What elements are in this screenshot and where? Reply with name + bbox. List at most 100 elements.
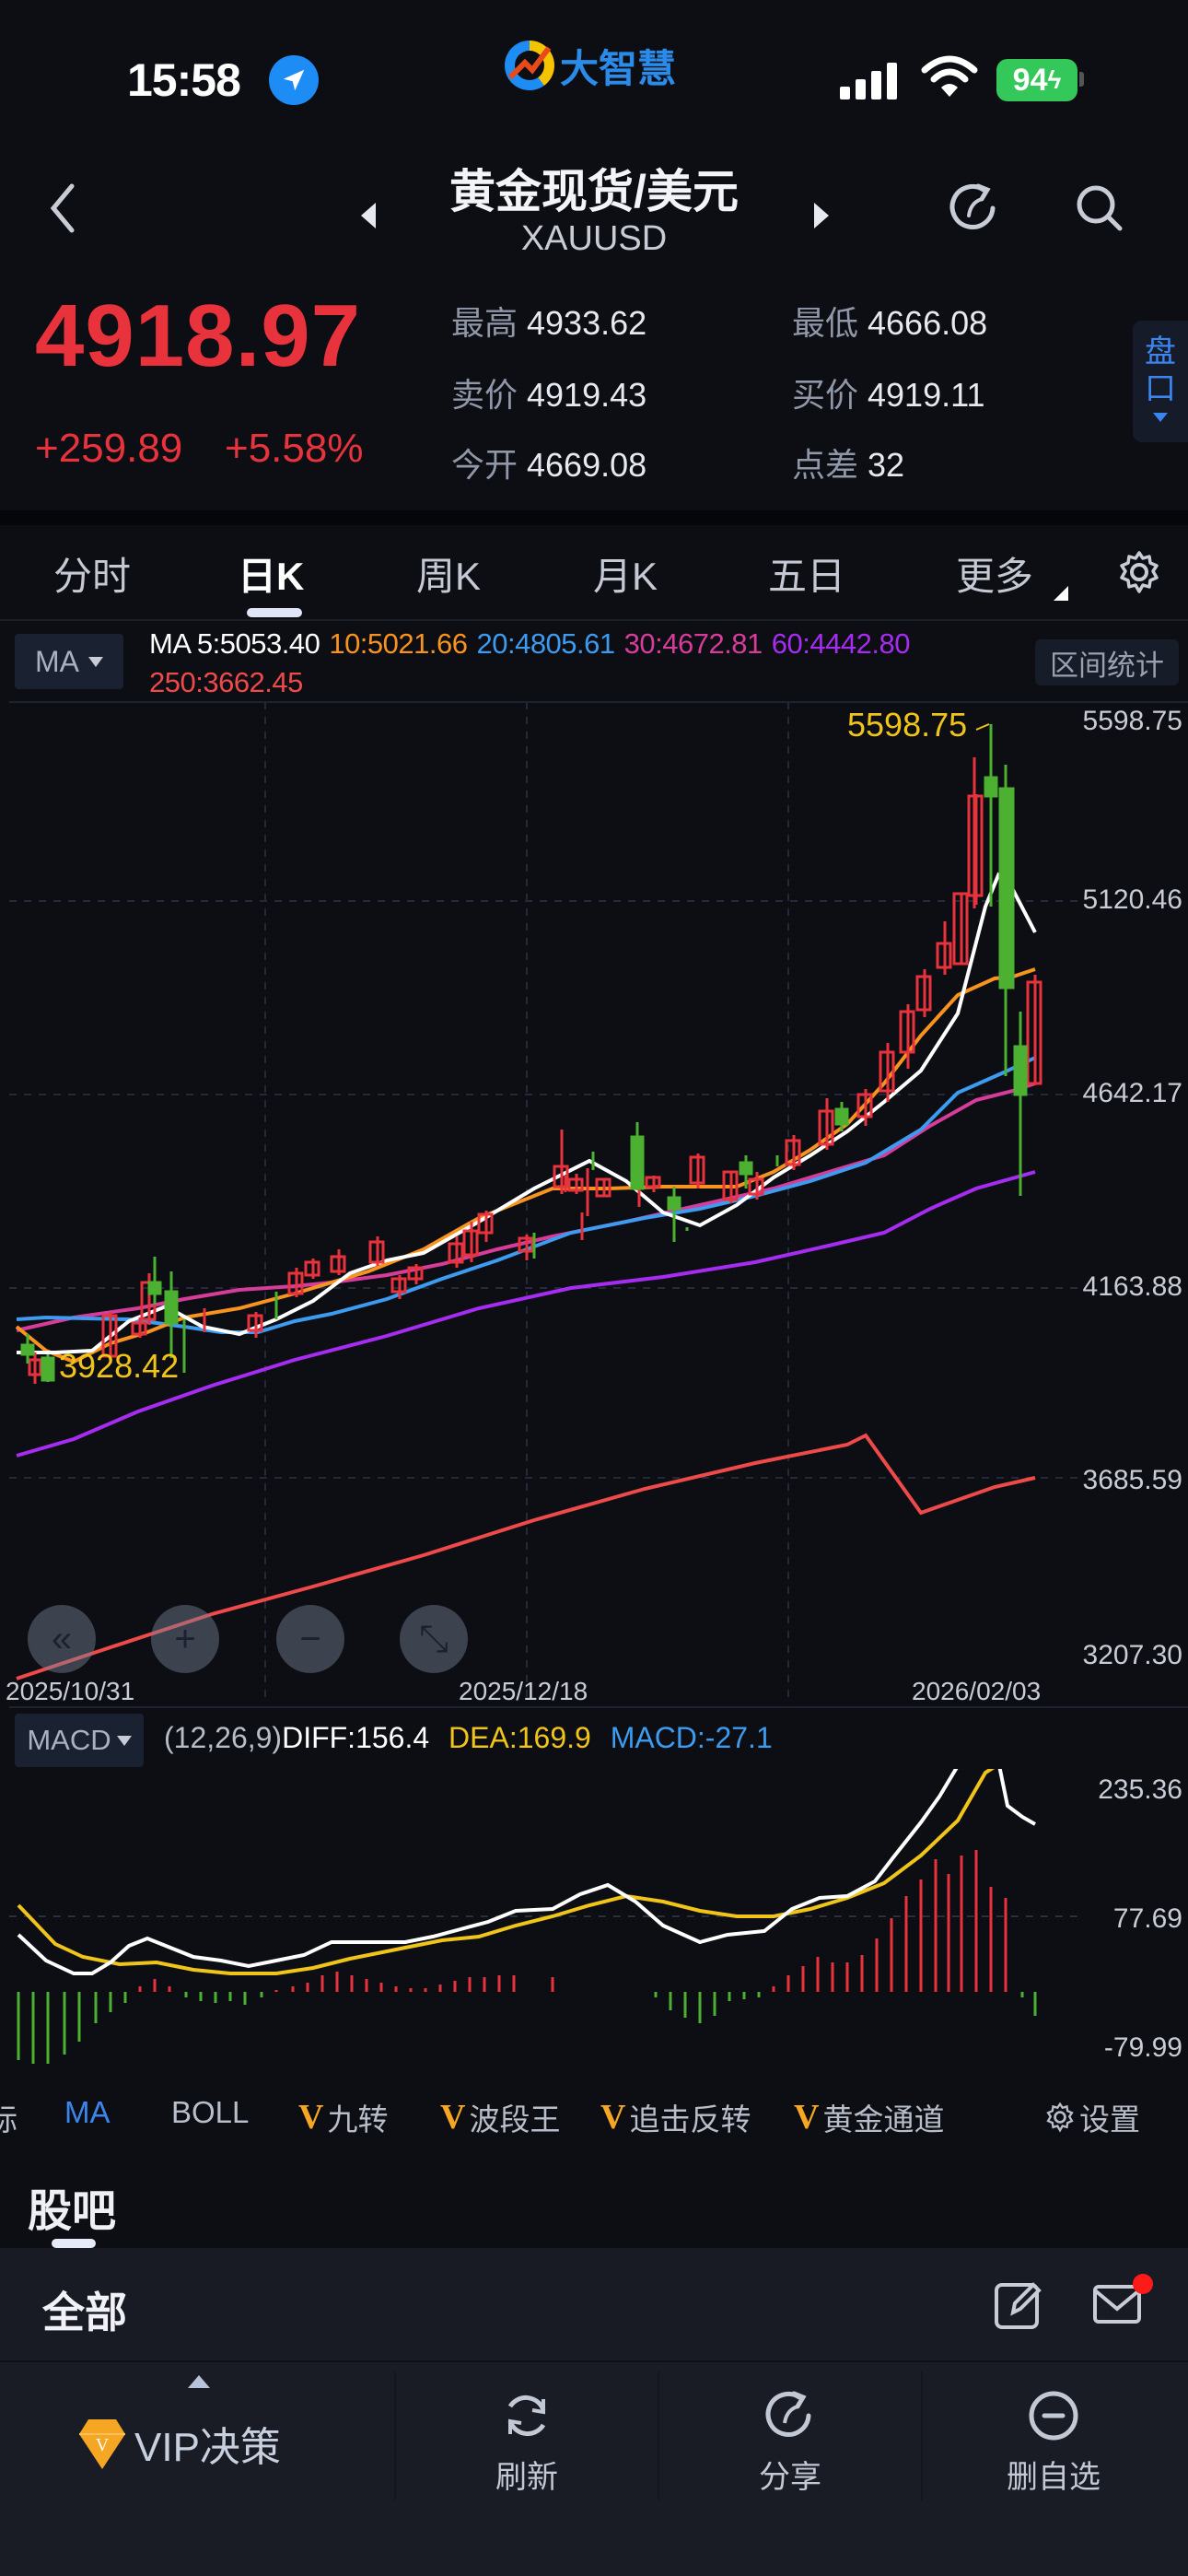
edit-icon[interactable] xyxy=(993,2279,1044,2336)
macd-indicator-select[interactable]: MACD xyxy=(15,1714,144,1767)
tab-five-day[interactable]: 五日 xyxy=(768,555,846,598)
dea-line xyxy=(17,1769,996,1975)
pankou-label-1: 盘 xyxy=(1145,334,1176,369)
quote-ask: 卖价 4919.43 xyxy=(451,369,646,416)
indicator-bar: 标 MA BOLL V 九转 V 波段王 V 追击反转 V 黄金通道 设置 xyxy=(0,2088,1188,2143)
minus-circle-icon xyxy=(1029,2391,1078,2441)
tab-more[interactable]: 更多 xyxy=(956,555,1034,598)
logo-text: 大智慧 xyxy=(560,46,677,90)
next-symbol-button[interactable] xyxy=(814,203,829,228)
y-axis-tick: 3685.59 xyxy=(1082,1465,1182,1495)
ma5-value: MA 5:5053.40 xyxy=(149,627,320,660)
indicator-gold-channel[interactable]: V 黄金通道 xyxy=(794,2095,944,2139)
symbol-code: XAUUSD xyxy=(520,219,668,258)
share-label: 分享 xyxy=(759,2460,821,2495)
ma30-value: 30:4672.81 xyxy=(623,627,763,660)
spread-value: 32 xyxy=(868,446,905,484)
macd-legend: (12,26,9)DIFF:156.4 DEA:169.9 MACD:-27.1 xyxy=(164,1721,773,1755)
bottom-action-bar xyxy=(0,2360,1188,2576)
tabs-border xyxy=(0,619,1188,621)
vip-v-icon: V xyxy=(440,2098,466,2137)
indicator-boduanwang[interactable]: V 波段王 xyxy=(440,2095,560,2139)
vip-decision-button[interactable]: V VIP决策 xyxy=(77,2414,281,2473)
open-value: 4669.08 xyxy=(527,446,647,484)
zoom-in-button[interactable]: + xyxy=(151,1605,219,1673)
macd-chart[interactable] xyxy=(0,1769,1188,2073)
ma250-value: 250:3662.45 xyxy=(149,666,303,698)
expand-icon: ⤡ xyxy=(419,1618,448,1659)
x-axis-date: 2026/02/03 xyxy=(912,1677,1042,1705)
indicator-label: 波段王 xyxy=(469,2102,561,2137)
spread-label: 点差 xyxy=(792,446,859,484)
macd-y-tick: 77.69 xyxy=(1112,1903,1182,1934)
minus-icon: − xyxy=(299,1618,321,1659)
quote-spread: 点差 32 xyxy=(792,439,904,486)
x-axis-date: 2025/12/18 xyxy=(459,1677,588,1705)
macd-y-tick: -79.99 xyxy=(1103,2032,1182,2063)
candles xyxy=(20,723,1042,1384)
last-price: 4918.97 xyxy=(35,287,362,385)
indicator-label: 九转 xyxy=(327,2102,389,2137)
settings-label: 设置 xyxy=(1079,2102,1140,2137)
ma20-value: 20:4805.61 xyxy=(476,627,615,660)
refresh-button[interactable]: 刷新 xyxy=(435,2388,619,2497)
signal-icon xyxy=(840,61,897,100)
search-icon[interactable] xyxy=(1072,181,1127,240)
indicator-zhuiji[interactable]: V 追击反转 xyxy=(600,2095,751,2139)
vip-v-icon: V xyxy=(600,2098,626,2137)
macd-diff: DIFF:156.4 xyxy=(282,1721,430,1754)
share-button[interactable]: 分享 xyxy=(698,2388,882,2497)
active-tab-indicator xyxy=(247,608,302,617)
scroll-back-button[interactable]: « xyxy=(28,1605,96,1673)
high-label: 最高 xyxy=(451,304,518,342)
bid-value: 4919.11 xyxy=(868,376,985,414)
quote-bid: 买价 4919.11 xyxy=(792,369,984,416)
location-arrow-icon xyxy=(269,55,319,105)
chart-min-label: 3928.42 xyxy=(59,1347,180,1385)
ma-indicator-select[interactable]: MA xyxy=(15,634,123,689)
bar-separator xyxy=(658,2371,659,2500)
range-stats-button[interactable]: 区间统计 xyxy=(1035,639,1179,685)
gear-icon[interactable] xyxy=(1116,549,1162,600)
candlestick-chart[interactable] xyxy=(0,700,1188,1706)
macd-select-label: MACD xyxy=(27,1724,111,1756)
indicator-boll[interactable]: BOLL xyxy=(171,2095,250,2129)
tab-intraday[interactable]: 分时 xyxy=(53,555,132,598)
back-button[interactable] xyxy=(46,182,79,239)
period-tabs: 分时 日K 周K 月K 五日 更多 xyxy=(0,525,1188,617)
indicator-settings-button[interactable]: 设置 xyxy=(1044,2095,1140,2139)
plus-icon: + xyxy=(174,1618,196,1659)
community-title[interactable]: 股吧 xyxy=(28,2187,117,2236)
chart-max-label: 5598.75 xyxy=(847,706,968,744)
indicator-jiuzhuan[interactable]: V 九转 xyxy=(298,2095,388,2139)
tab-monthly-k[interactable]: 月K xyxy=(593,555,658,598)
fullscreen-button[interactable]: ⤡ xyxy=(400,1605,468,1673)
community-tab-indicator xyxy=(52,2239,96,2248)
tab-daily-k[interactable]: 日K xyxy=(238,555,305,598)
indicator-label: 黄金通道 xyxy=(822,2102,945,2137)
prev-symbol-button[interactable] xyxy=(361,203,376,228)
price-change-percent: +5.58% xyxy=(225,426,364,471)
refresh-icon[interactable] xyxy=(947,181,1002,240)
svg-text:V: V xyxy=(96,2435,110,2455)
indicator-ma[interactable]: MA xyxy=(64,2095,111,2129)
quote-high: 最高 4933.62 xyxy=(451,297,646,345)
bid-label: 买价 xyxy=(792,376,859,414)
y-axis-tick: 3207.30 xyxy=(1082,1640,1182,1670)
y-axis-tick: 5598.75 xyxy=(1082,706,1182,736)
tab-weekly-k[interactable]: 周K xyxy=(416,555,482,598)
zoom-out-button[interactable]: − xyxy=(276,1605,344,1673)
filter-all[interactable]: 全部 xyxy=(42,2289,127,2336)
ma60-value: 60:4442.80 xyxy=(771,627,911,660)
mail-icon[interactable] xyxy=(1092,2283,1144,2332)
remove-watchlist-button[interactable]: 删自选 xyxy=(961,2388,1146,2497)
indicator-partial[interactable]: 标 xyxy=(0,2102,17,2137)
chart-divider xyxy=(9,1706,1188,1708)
ma60-line xyxy=(16,1170,1036,1458)
price-change: +259.89 xyxy=(35,426,183,471)
expand-up-icon[interactable] xyxy=(188,2375,210,2388)
remove-label: 删自选 xyxy=(1007,2460,1101,2495)
bar-separator xyxy=(394,2371,396,2500)
order-book-toggle[interactable]: 盘 口 xyxy=(1133,321,1188,442)
caret-down-icon xyxy=(116,1735,132,1746)
